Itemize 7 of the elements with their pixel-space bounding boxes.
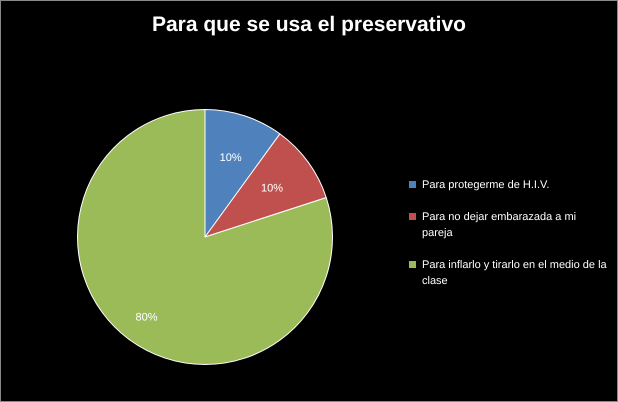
data-label: 10%: [220, 152, 242, 164]
legend-label: Para no dejar embarazada a mi pareja: [422, 210, 578, 241]
data-label: 80%: [136, 311, 158, 324]
legend-label: Para inflarlo y tirarlo en el medio de la clase: [422, 258, 608, 289]
chart-title: Para que se usa el preservativo: [150, 13, 467, 37]
legend-label: Para protegerme de H.I.V.: [422, 178, 550, 193]
data-label: 10%: [261, 182, 284, 194]
